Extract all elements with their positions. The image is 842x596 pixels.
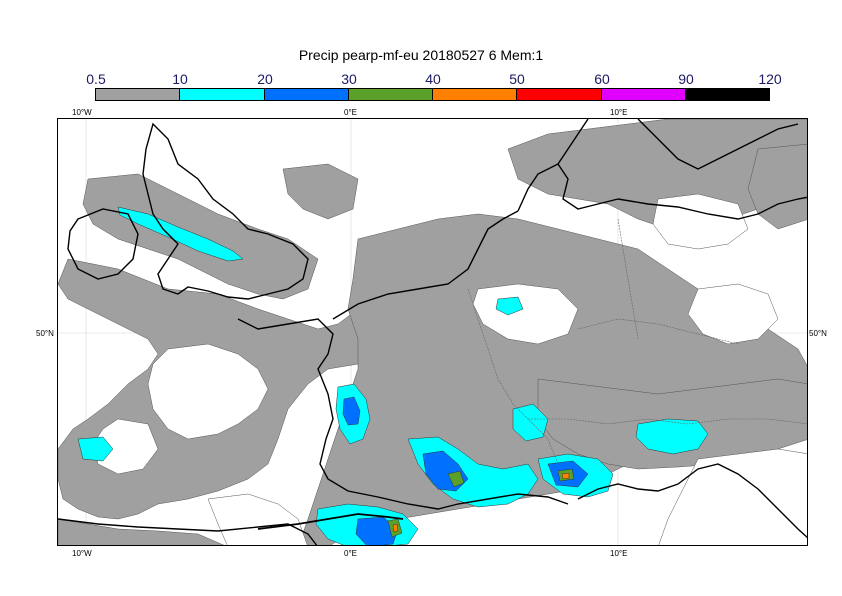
dry-area-baltic [652, 193, 749, 250]
lon-label-bottom: 10°W [72, 549, 92, 558]
dry-area-bay [92, 418, 159, 475]
border-france-germany [467, 288, 559, 465]
colorbar-label: 10 [172, 71, 188, 87]
coastline-britain [142, 122, 309, 300]
coastline-scandinavia [557, 119, 799, 170]
precip-area-iberia [58, 518, 225, 545]
precip-peak-alps [561, 472, 570, 480]
lon-label-top: 10°E [610, 108, 628, 117]
lon-label-top: 10°W [72, 108, 92, 117]
precip-map-canvas [58, 119, 807, 545]
colorbar-label: 60 [594, 71, 610, 87]
colorbar-segment [433, 89, 518, 100]
coastline-baltic [617, 196, 807, 220]
colorbar-segment [517, 89, 602, 100]
colorbar-segment [180, 89, 265, 100]
precip-area-north-sea [282, 163, 359, 220]
coastlines [58, 119, 807, 545]
coastline-iberia [58, 518, 318, 545]
precip-cell-bavaria [495, 296, 524, 316]
colorbar-labels: 0.5 10 20 30 40 50 60 90 120 [0, 71, 842, 89]
colorbar [95, 88, 770, 101]
coastline-italy [577, 463, 807, 539]
dry-area-adriatic [658, 448, 807, 545]
coastline-lowlands [332, 210, 519, 320]
precip-area-east [747, 143, 807, 230]
precip-cell-ireland [117, 206, 244, 262]
map-title: Precip pearp-mf-eu 20180527 6 Mem:1 [298, 47, 544, 63]
colorbar-label: 90 [678, 71, 694, 87]
precip-map [57, 118, 808, 546]
precip-heavy-areas [342, 396, 589, 545]
dry-area-france-west [147, 343, 269, 440]
lat-label-left: 50°N [36, 329, 54, 338]
colorbar-segment [96, 89, 181, 100]
colorbar-label: 0.5 [86, 71, 106, 87]
precip-extreme-areas [392, 472, 570, 533]
lon-label-bottom: 0°E [344, 549, 357, 558]
lon-label-bottom: 10°E [610, 549, 628, 558]
precip-cell-swiss [512, 403, 549, 442]
colorbar-segment [601, 89, 686, 100]
precip-peak-pyrenees [392, 523, 399, 533]
precip-max-gulf [447, 470, 465, 488]
colorbar-label: 50 [509, 71, 525, 87]
colorbar-segment [348, 89, 433, 100]
dry-areas [92, 193, 807, 545]
precip-cell-atlantic [77, 436, 114, 462]
border-czech [577, 318, 739, 345]
coastline-ireland [67, 208, 139, 280]
colorbar-label: 30 [341, 71, 357, 87]
colorbar-label: 20 [257, 71, 273, 87]
border-pyrenees [257, 513, 404, 530]
lon-label-top: 0°E [344, 108, 357, 117]
dry-area-iberia-north [207, 493, 308, 545]
country-borders [467, 218, 807, 465]
colorbar-label: 120 [758, 71, 782, 87]
coastline-france [237, 318, 569, 510]
border-alps [528, 418, 807, 425]
border-germany-poland [617, 218, 639, 340]
coastline-denmark [517, 163, 619, 212]
precip-cell-italy-north [635, 418, 709, 455]
lat-label-right: 50°N [809, 329, 827, 338]
colorbar-segment [264, 89, 349, 100]
colorbar-label: 40 [425, 71, 441, 87]
colorbar-segment [685, 89, 769, 100]
precip-core-massif [342, 396, 361, 426]
dry-area-poland [687, 283, 779, 345]
